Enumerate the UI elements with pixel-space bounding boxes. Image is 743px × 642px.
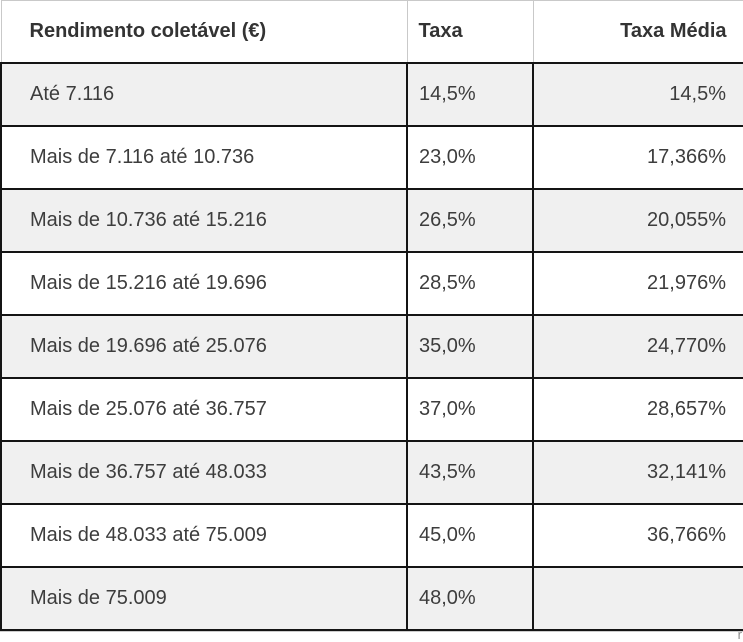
cell-taxa-media <box>532 566 743 631</box>
header-taxa: Taxa <box>406 0 534 64</box>
cell-taxa-media: 32,141% <box>532 440 743 505</box>
table-row: Mais de 36.757 até 48.033 43,5% 32,141% <box>0 440 743 505</box>
cell-taxa-media: 20,055% <box>532 188 743 253</box>
cell-taxa: 26,5% <box>406 188 534 253</box>
table-header: Rendimento coletável (€) Taxa Taxa Média <box>0 0 743 64</box>
table-row: Até 7.116 14,5% 14,5% <box>0 62 743 127</box>
table-row: Mais de 48.033 até 75.009 45,0% 36,766% <box>0 503 743 568</box>
cell-taxa-media: 36,766% <box>532 503 743 568</box>
cell-rendimento: Mais de 75.009 <box>0 566 408 631</box>
cell-taxa: 43,5% <box>406 440 534 505</box>
cell-taxa: 48,0% <box>406 566 534 631</box>
cell-rendimento: Mais de 36.757 até 48.033 <box>0 440 408 505</box>
cell-taxa: 35,0% <box>406 314 534 379</box>
table-row: Mais de 75.009 48,0% <box>0 566 743 631</box>
header-taxa-media: Taxa Média <box>532 0 743 64</box>
header-rendimento-coletavel: Rendimento coletável (€) <box>0 0 408 64</box>
cell-rendimento: Mais de 25.076 até 36.757 <box>0 377 408 442</box>
cell-rendimento: Mais de 10.736 até 15.216 <box>0 188 408 253</box>
table-row: Mais de 7.116 até 10.736 23,0% 17,366% <box>0 125 743 190</box>
cell-rendimento: Até 7.116 <box>0 62 408 127</box>
table-row: Mais de 19.696 até 25.076 35,0% 24,770% <box>0 314 743 379</box>
cell-taxa-media: 14,5% <box>532 62 743 127</box>
table-row: Mais de 15.216 até 19.696 28,5% 21,976% <box>0 251 743 316</box>
table-row: Mais de 10.736 até 15.216 26,5% 20,055% <box>0 188 743 253</box>
cell-taxa: 28,5% <box>406 251 534 316</box>
clipped-page-text: r <box>737 627 742 642</box>
cell-rendimento: Mais de 7.116 até 10.736 <box>0 125 408 190</box>
cell-taxa: 14,5% <box>406 62 534 127</box>
cell-taxa: 37,0% <box>406 377 534 442</box>
cell-taxa-media: 24,770% <box>532 314 743 379</box>
cell-taxa-media: 28,657% <box>532 377 743 442</box>
cell-taxa: 45,0% <box>406 503 534 568</box>
cell-taxa: 23,0% <box>406 125 534 190</box>
cell-taxa-media: 21,976% <box>532 251 743 316</box>
cell-rendimento: Mais de 15.216 até 19.696 <box>0 251 408 316</box>
cell-taxa-media: 17,366% <box>532 125 743 190</box>
table-bottom-edge <box>0 631 743 632</box>
cell-rendimento: Mais de 19.696 até 25.076 <box>0 314 408 379</box>
cell-rendimento: Mais de 48.033 até 75.009 <box>0 503 408 568</box>
header-row: Rendimento coletável (€) Taxa Taxa Média <box>0 0 743 64</box>
table-row: Mais de 25.076 até 36.757 37,0% 28,657% <box>0 377 743 442</box>
table-body: Até 7.116 14,5% 14,5% Mais de 7.116 até … <box>0 62 743 631</box>
